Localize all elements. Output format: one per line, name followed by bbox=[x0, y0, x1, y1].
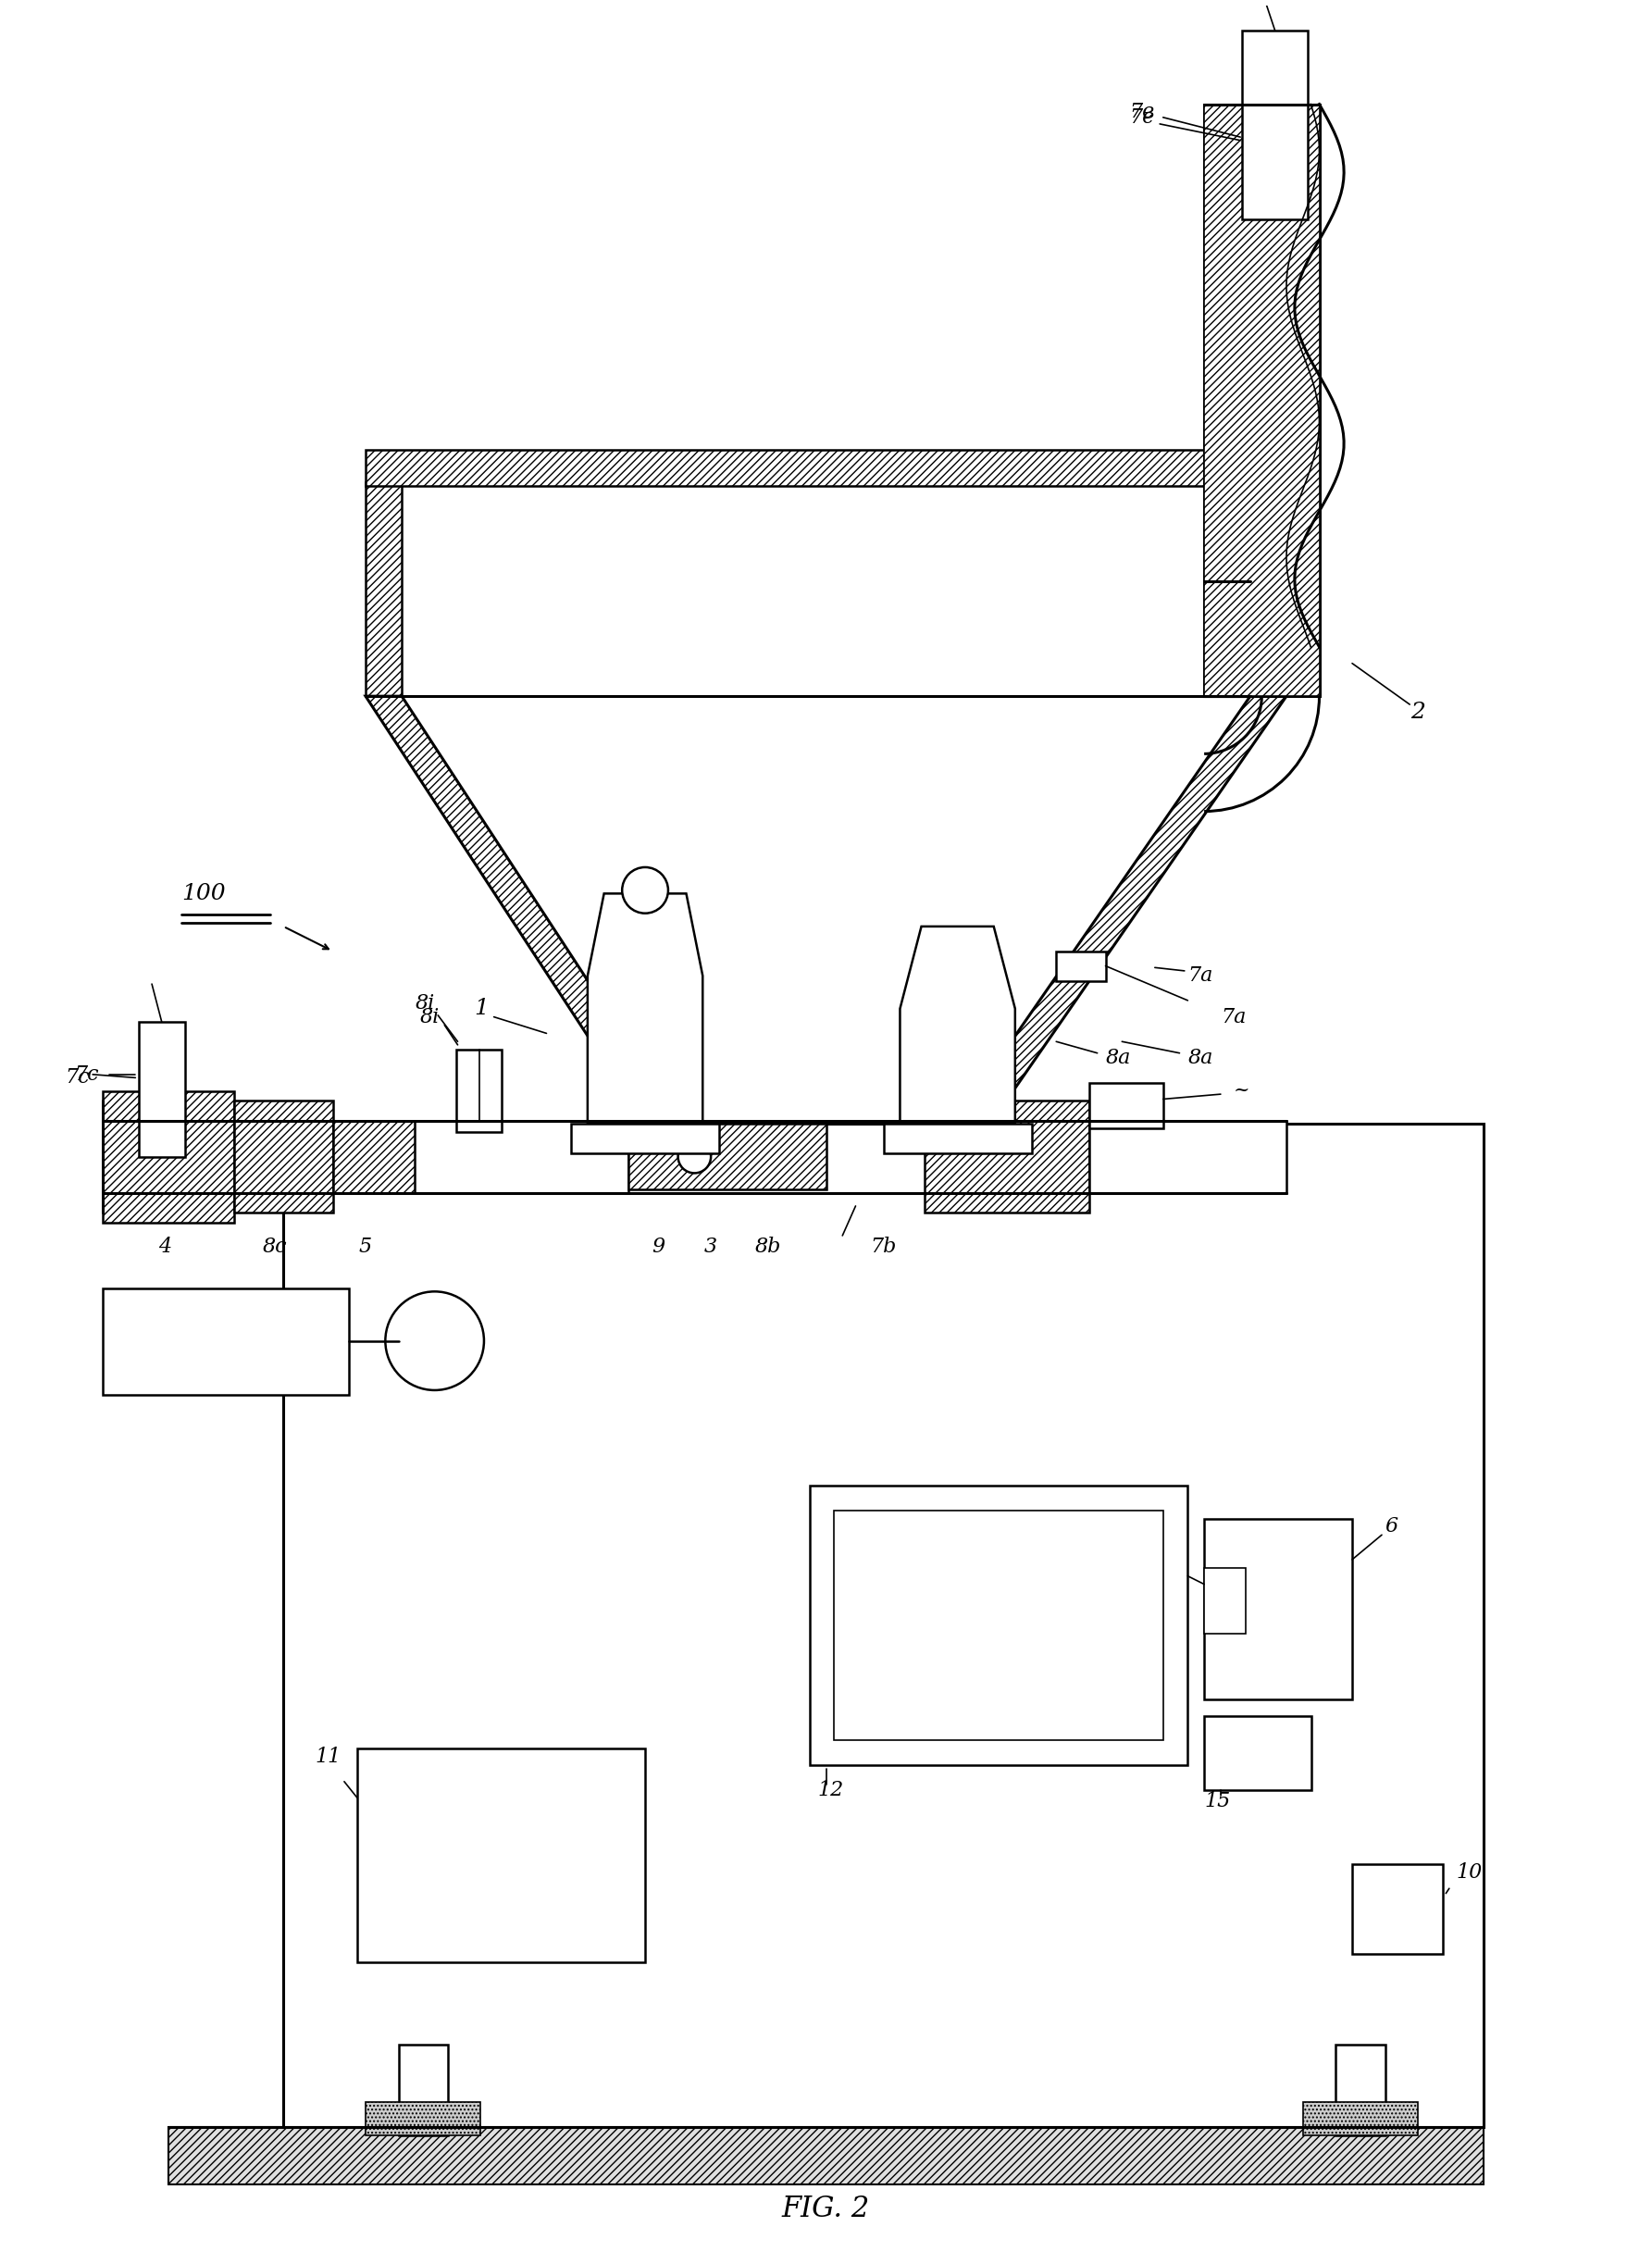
Text: 7e: 7e bbox=[1130, 102, 1155, 122]
Text: 8i: 8i bbox=[420, 1007, 439, 1028]
Bar bbox=[1204, 1716, 1312, 1791]
Bar bbox=[332, 1121, 415, 1193]
Bar bbox=[572, 1123, 719, 1152]
Bar bbox=[884, 1123, 1031, 1152]
Bar bbox=[1204, 104, 1320, 697]
Bar bbox=[102, 1091, 235, 1223]
Bar bbox=[1204, 104, 1320, 697]
Text: 15: 15 bbox=[1204, 1791, 1231, 1811]
Bar bbox=[169, 2126, 1483, 2185]
Bar bbox=[629, 1123, 826, 1189]
Bar bbox=[1089, 1082, 1163, 1130]
Bar bbox=[1056, 951, 1105, 980]
Bar bbox=[1204, 1567, 1246, 1635]
Text: 7c: 7c bbox=[64, 1069, 89, 1089]
Text: 7c: 7c bbox=[74, 1064, 99, 1084]
Text: 1: 1 bbox=[474, 998, 489, 1019]
Bar bbox=[1089, 1121, 1287, 1193]
Bar bbox=[1204, 1519, 1353, 1700]
Bar bbox=[809, 1485, 1188, 1766]
Text: 8c: 8c bbox=[263, 1236, 287, 1257]
Text: FIG. 2: FIG. 2 bbox=[781, 2194, 871, 2223]
Bar bbox=[1303, 2103, 1417, 2135]
Text: 100: 100 bbox=[182, 883, 226, 903]
Text: 3: 3 bbox=[704, 1236, 717, 1257]
Bar bbox=[1336, 2044, 1384, 2135]
Text: 12: 12 bbox=[818, 1780, 844, 1800]
Text: 7e: 7e bbox=[1130, 106, 1155, 127]
Bar bbox=[456, 1050, 502, 1132]
Text: 8a: 8a bbox=[1188, 1048, 1213, 1069]
Circle shape bbox=[623, 867, 667, 912]
Bar bbox=[834, 1510, 1163, 1741]
Text: 8i: 8i bbox=[415, 994, 434, 1014]
Text: 7a: 7a bbox=[1221, 1007, 1246, 1028]
Text: 7b: 7b bbox=[871, 1236, 897, 1257]
Circle shape bbox=[385, 1290, 484, 1390]
Bar bbox=[235, 1100, 332, 1214]
Polygon shape bbox=[588, 894, 702, 1123]
Text: 7a: 7a bbox=[1188, 964, 1213, 985]
Polygon shape bbox=[365, 697, 681, 1123]
Bar bbox=[357, 1748, 646, 1963]
Bar bbox=[332, 1121, 629, 1193]
Bar bbox=[139, 1021, 185, 1157]
Bar bbox=[398, 2044, 448, 2135]
Polygon shape bbox=[955, 697, 1287, 1123]
Text: 6: 6 bbox=[1384, 1517, 1398, 1537]
Bar bbox=[1353, 1863, 1442, 1954]
Text: 2: 2 bbox=[1411, 702, 1426, 722]
Bar bbox=[365, 482, 401, 697]
Bar bbox=[1251, 482, 1287, 697]
Text: 10: 10 bbox=[1455, 1861, 1482, 1881]
Bar bbox=[365, 2103, 481, 2135]
Text: 9: 9 bbox=[653, 1236, 664, 1257]
Bar bbox=[365, 451, 1287, 487]
Text: 8b: 8b bbox=[755, 1236, 781, 1257]
Polygon shape bbox=[900, 926, 1014, 1123]
Text: 11: 11 bbox=[316, 1748, 340, 1768]
Text: 8a: 8a bbox=[1105, 1048, 1132, 1069]
Text: ~: ~ bbox=[1234, 1082, 1251, 1100]
Text: 5: 5 bbox=[358, 1236, 372, 1257]
Circle shape bbox=[677, 1141, 710, 1173]
Text: 4: 4 bbox=[159, 1236, 172, 1257]
Bar bbox=[1242, 29, 1308, 220]
Bar bbox=[102, 1288, 349, 1395]
Bar bbox=[284, 1123, 1483, 2126]
Bar bbox=[925, 1100, 1089, 1214]
